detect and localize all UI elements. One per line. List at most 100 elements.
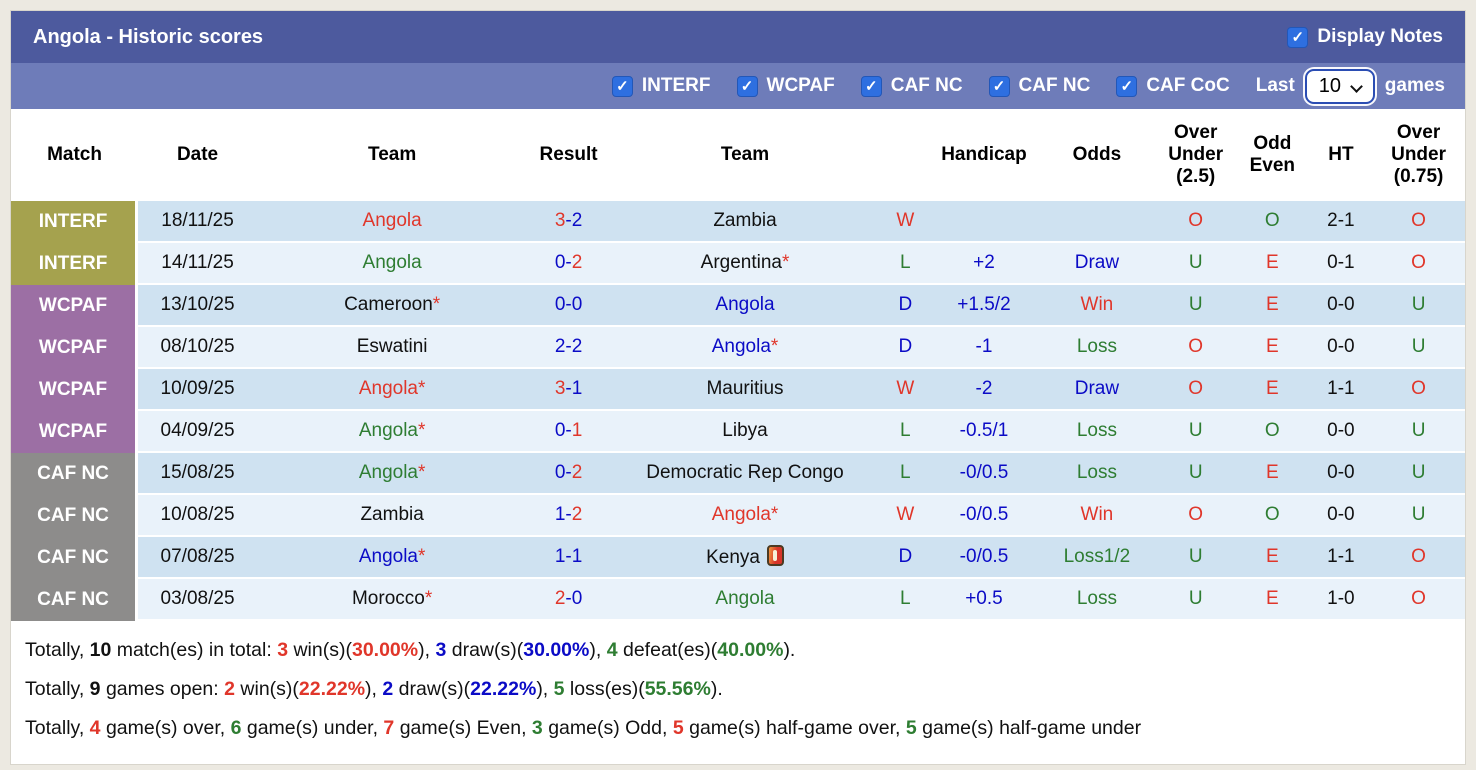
home-team-cell: Angola* bbox=[257, 453, 528, 495]
date-cell: 13/10/25 bbox=[138, 285, 258, 327]
odd-even-cell: O bbox=[1235, 495, 1310, 537]
column-header: Over Under (0.75) bbox=[1372, 109, 1465, 201]
over-under-25-cell: O bbox=[1156, 327, 1236, 369]
over-under-075-cell: U bbox=[1372, 495, 1465, 537]
over-under-25-cell: U bbox=[1156, 285, 1236, 327]
filter-checkbox[interactable]: ✓ bbox=[988, 75, 1010, 97]
column-header: Odds bbox=[1037, 109, 1157, 201]
halftime-cell: 0-0 bbox=[1309, 495, 1373, 537]
summary-footer: Totally, 10 match(es) in total: 3 win(s)… bbox=[11, 621, 1465, 764]
handicap-cell: +0.5 bbox=[930, 579, 1038, 621]
halftime-cell: 0-0 bbox=[1309, 327, 1373, 369]
table-row: WCPAF 13/10/25 Cameroon* 0-0 Angola D +1.5/2 Wi… bbox=[11, 285, 1465, 327]
result-cell: 3-1 bbox=[527, 369, 610, 411]
filter-label[interactable]: INTERF bbox=[641, 75, 711, 96]
table-row: CAF NC 03/08/25 Morocco* 2-0 Angola L +0.5 Loss… bbox=[11, 579, 1465, 621]
handicap-cell: -0.5/1 bbox=[930, 411, 1038, 453]
over-under-075-cell: O bbox=[1372, 201, 1465, 243]
over-under-25-cell: U bbox=[1156, 537, 1236, 579]
wdl-cell: D bbox=[880, 327, 931, 369]
wdl-cell: L bbox=[880, 579, 931, 621]
filter-label[interactable]: WCPAF bbox=[766, 75, 835, 96]
over-under-25-cell: O bbox=[1156, 201, 1236, 243]
filter-checkbox[interactable]: ✓ bbox=[1116, 75, 1138, 97]
halftime-cell: 0-0 bbox=[1309, 411, 1373, 453]
odds-cell: Loss bbox=[1037, 579, 1157, 621]
table-row: WCPAF 08/10/25 Eswatini 2-2 Angola* D -1 Loss O E… bbox=[11, 327, 1465, 369]
match-type-badge: WCPAF bbox=[11, 369, 139, 411]
filter-wcpaf[interactable]: ✓ WCPAF bbox=[736, 75, 835, 97]
filter-checkbox[interactable]: ✓ bbox=[611, 75, 633, 97]
wdl-cell: D bbox=[880, 285, 931, 327]
over-under-075-cell: O bbox=[1372, 243, 1465, 285]
filter-checkbox[interactable]: ✓ bbox=[860, 75, 882, 97]
away-team-cell: Angola* bbox=[609, 327, 881, 369]
over-under-075-cell: U bbox=[1372, 285, 1465, 327]
home-team-cell: Angola* bbox=[257, 537, 528, 579]
column-header: Handicap bbox=[930, 109, 1038, 201]
column-header: HT bbox=[1309, 109, 1373, 201]
last-games-control: Last 10 games bbox=[1255, 68, 1445, 104]
odd-even-cell: E bbox=[1235, 327, 1310, 369]
filter-caf-nc[interactable]: ✓ CAF NC bbox=[860, 75, 963, 97]
odd-even-cell: E bbox=[1235, 369, 1310, 411]
halftime-cell: 1-0 bbox=[1309, 579, 1373, 621]
halftime-cell: 1-1 bbox=[1309, 537, 1373, 579]
column-header: Result bbox=[527, 109, 610, 201]
filter-label[interactable]: CAF CoC bbox=[1146, 75, 1230, 96]
home-team-cell: Eswatini bbox=[257, 327, 528, 369]
handicap-cell: -2 bbox=[930, 369, 1038, 411]
filter-label[interactable]: CAF NC bbox=[890, 75, 963, 96]
filter-caf-nc[interactable]: ✓ CAF NC bbox=[988, 75, 1091, 97]
result-cell: 1-2 bbox=[527, 495, 610, 537]
halftime-cell: 0-0 bbox=[1309, 453, 1373, 495]
handicap-cell: -0/0.5 bbox=[930, 453, 1038, 495]
over-under-075-cell: O bbox=[1372, 537, 1465, 579]
wdl-cell: L bbox=[880, 243, 931, 285]
odds-cell: Loss bbox=[1037, 453, 1157, 495]
result-cell: 3-2 bbox=[527, 201, 610, 243]
filter-checkbox[interactable]: ✓ bbox=[736, 75, 758, 97]
wdl-cell: D bbox=[880, 537, 931, 579]
halftime-cell: 0-1 bbox=[1309, 243, 1373, 285]
result-cell: 2-0 bbox=[527, 579, 610, 621]
date-cell: 15/08/25 bbox=[138, 453, 258, 495]
last-games-select[interactable]: 10 bbox=[1304, 68, 1375, 104]
handicap-cell: +2 bbox=[930, 243, 1038, 285]
odds-cell: Loss bbox=[1037, 411, 1157, 453]
odd-even-cell: E bbox=[1235, 537, 1310, 579]
halftime-cell: 2-1 bbox=[1309, 201, 1373, 243]
home-team-cell: Angola* bbox=[257, 411, 528, 453]
display-notes-checkbox[interactable]: ✓ bbox=[1287, 26, 1309, 48]
away-team-cell: Angola bbox=[609, 285, 881, 327]
over-under-25-cell: O bbox=[1156, 369, 1236, 411]
result-cell: 0-0 bbox=[527, 285, 610, 327]
handicap-cell: -0/0.5 bbox=[930, 537, 1038, 579]
display-notes-label[interactable]: Display Notes bbox=[1317, 26, 1443, 47]
handicap-cell: -0/0.5 bbox=[930, 495, 1038, 537]
column-header: Team bbox=[609, 109, 881, 201]
odds-cell bbox=[1037, 201, 1157, 243]
odd-even-cell: E bbox=[1235, 285, 1310, 327]
result-cell: 1-1 bbox=[527, 537, 610, 579]
summary-line-overunder: Totally, 4 game(s) over, 6 game(s) under… bbox=[25, 717, 1142, 739]
wdl-cell: W bbox=[880, 369, 931, 411]
filter-label[interactable]: CAF NC bbox=[1018, 75, 1091, 96]
wdl-cell: L bbox=[880, 453, 931, 495]
filter-caf-coc[interactable]: ✓ CAF CoC bbox=[1116, 75, 1230, 97]
home-team-cell: Zambia bbox=[257, 495, 528, 537]
away-team-cell: Argentina* bbox=[609, 243, 881, 285]
red-card-icon bbox=[766, 545, 784, 566]
display-notes-toggle[interactable]: ✓ Display Notes bbox=[1287, 26, 1443, 48]
match-type-badge: INTERF bbox=[11, 243, 139, 285]
filter-interf[interactable]: ✓ INTERF bbox=[611, 75, 711, 97]
summary-line-open: Totally, 9 games open: 2 win(s)(22.22%),… bbox=[25, 678, 723, 700]
result-cell: 0-2 bbox=[527, 243, 610, 285]
wdl-cell: W bbox=[880, 201, 931, 243]
odds-cell: Draw bbox=[1037, 243, 1157, 285]
over-under-075-cell: O bbox=[1372, 369, 1465, 411]
away-team-cell: Zambia bbox=[609, 201, 881, 243]
last-label: Last bbox=[1255, 75, 1295, 96]
last-games-value: 10 bbox=[1318, 74, 1342, 97]
odds-cell: Draw bbox=[1037, 369, 1157, 411]
